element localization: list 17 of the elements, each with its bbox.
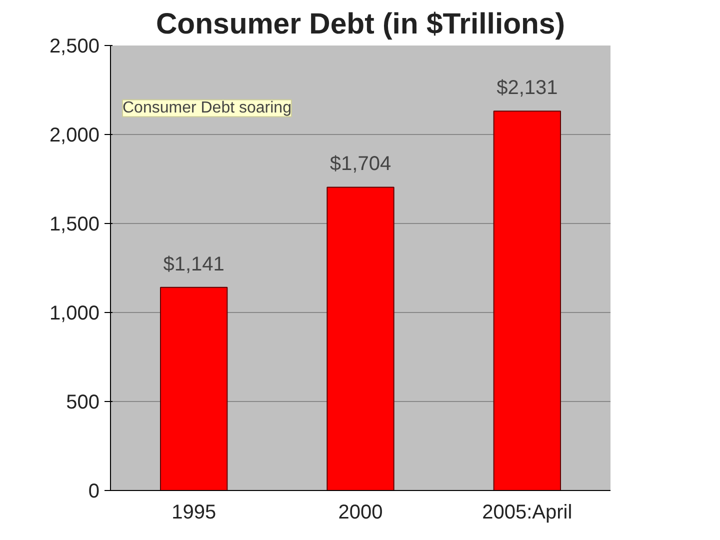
y-tick-label: 2,500	[49, 36, 100, 58]
y-tick-label: 1,500	[49, 214, 100, 236]
chart-title: Consumer Debt (in $Trillions)	[156, 8, 566, 40]
y-tick-label: 1,000	[49, 302, 100, 324]
x-tick-label: 2005:April	[482, 502, 572, 524]
data-label: $2,131	[496, 77, 558, 100]
data-label: $1,704	[330, 153, 392, 176]
y-tick-label: 500	[66, 392, 100, 414]
x-tick-label: 1995	[172, 502, 216, 524]
bar	[326, 186, 394, 490]
data-label: $1,141	[163, 253, 224, 276]
annotation: Consumer Debt soaring	[122, 100, 292, 117]
y-tick-label: 0	[88, 480, 100, 502]
bar	[160, 286, 228, 490]
x-tick-label: 2000	[338, 502, 383, 524]
y-tick-label: 2,000	[49, 124, 100, 146]
bar	[493, 110, 561, 490]
